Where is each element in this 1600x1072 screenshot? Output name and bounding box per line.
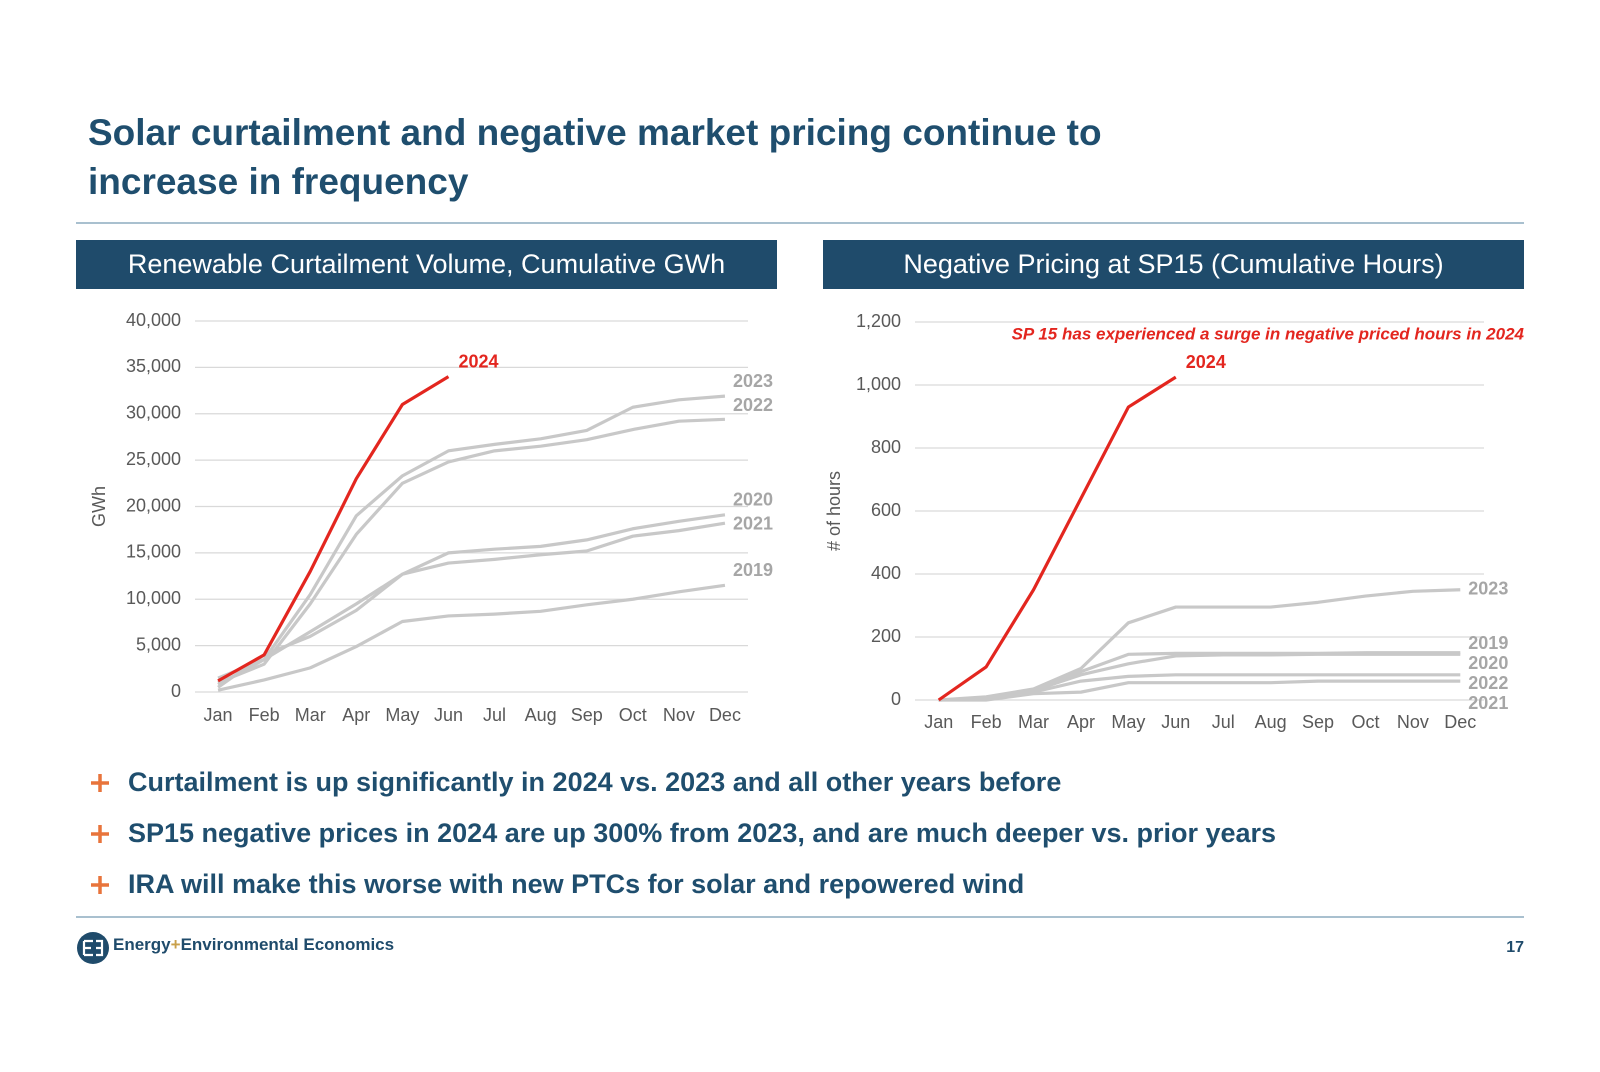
x-tick-label: Aug — [525, 705, 557, 725]
x-tick-label: Apr — [342, 705, 370, 725]
series-label: 2024 — [1186, 352, 1226, 372]
series-label: 2021 — [733, 514, 773, 534]
series-line — [217, 513, 726, 686]
series-line — [217, 583, 726, 692]
bullet-icon — [91, 825, 109, 843]
chart-title: Negative Pricing at SP15 (Cumulative Hou… — [903, 249, 1443, 279]
chart-header — [76, 240, 777, 289]
slide-title: increase in frequency — [88, 161, 469, 202]
series-label: 2024 — [458, 351, 498, 371]
bullet-icon — [91, 876, 109, 894]
x-tick-label: Jul — [1212, 712, 1235, 732]
logo-mark — [82, 939, 104, 957]
series-line — [217, 394, 726, 680]
x-tick-label: Jun — [434, 705, 463, 725]
x-tick-label: Jan — [204, 705, 233, 725]
x-tick-label: Oct — [1351, 712, 1379, 732]
chart: Negative Pricing at SP15 (Cumulative Hou… — [823, 240, 1525, 732]
x-tick-label: Jan — [924, 712, 953, 732]
y-tick-label: 400 — [871, 563, 901, 583]
y-tick-label: 600 — [871, 500, 901, 520]
series-line — [938, 588, 1461, 702]
x-tick-label: Dec — [709, 705, 741, 725]
x-tick-label: Nov — [663, 705, 695, 725]
y-tick-label: 1,000 — [856, 374, 901, 394]
y-tick-label: 20,000 — [126, 495, 181, 515]
y-tick-label: 800 — [871, 437, 901, 457]
y-tick-label: 30,000 — [126, 403, 181, 423]
bullet-text: IRA will make this worse with new PTCs f… — [128, 869, 1024, 899]
series-label: 2021 — [1468, 693, 1508, 713]
logo-word: Energy — [113, 935, 171, 954]
x-tick-label: Aug — [1255, 712, 1287, 732]
series-label: 2020 — [1468, 653, 1508, 673]
bullets: Curtailment is up significantly in 2024 … — [91, 767, 1276, 899]
logo-icon — [77, 932, 109, 964]
x-tick-label: May — [1111, 712, 1145, 732]
logo: Energy+Environmental Economics — [77, 932, 394, 964]
series-label: 2023 — [733, 371, 773, 391]
x-tick-label: Oct — [619, 705, 647, 725]
x-tick-label: Mar — [1018, 712, 1049, 732]
series-label: 2022 — [733, 395, 773, 415]
series-line — [937, 375, 1177, 702]
chart-header — [823, 240, 1524, 289]
y-tick-label: 10,000 — [126, 588, 181, 608]
y-tick-label: 15,000 — [126, 542, 181, 562]
x-tick-label: Sep — [571, 705, 603, 725]
series-line — [217, 417, 726, 685]
series-line — [217, 521, 726, 689]
x-tick-label: Jun — [1161, 712, 1190, 732]
chart-title: Renewable Curtailment Volume, Cumulative… — [128, 249, 725, 279]
bullet-text: SP15 negative prices in 2024 are up 300%… — [128, 818, 1276, 848]
logo-text: Energy+Environmental Economics — [113, 935, 394, 954]
x-tick-label: Sep — [1302, 712, 1334, 732]
y-tick-label: 40,000 — [126, 310, 181, 330]
y-tick-label: 200 — [871, 626, 901, 646]
x-tick-label: Nov — [1397, 712, 1429, 732]
x-tick-label: Mar — [295, 705, 326, 725]
chart: Renewable Curtailment Volume, Cumulative… — [76, 240, 777, 725]
y-tick-label: 0 — [171, 681, 181, 701]
series-label: 2022 — [1468, 673, 1508, 693]
y-axis-title: GWh — [89, 486, 109, 527]
y-tick-label: 5,000 — [136, 634, 181, 654]
series-label: 2023 — [1468, 579, 1508, 599]
y-tick-label: 1,200 — [856, 311, 901, 331]
series-label: 2019 — [1468, 633, 1508, 653]
logo-plus: + — [171, 935, 181, 954]
bullet-icon — [91, 774, 109, 792]
x-tick-label: Dec — [1444, 712, 1476, 732]
annotation: SP 15 has experienced a surge in negativ… — [1012, 324, 1525, 343]
x-tick-label: Feb — [249, 705, 280, 725]
x-tick-label: Feb — [971, 712, 1002, 732]
bullet-text: Curtailment is up significantly in 2024 … — [128, 767, 1061, 797]
series-line — [217, 375, 450, 683]
slide-title: Solar curtailment and negative market pr… — [88, 112, 1102, 153]
series-label: 2020 — [733, 490, 773, 510]
x-tick-label: Apr — [1067, 712, 1095, 732]
series-line — [938, 651, 1461, 702]
logo-word: Environmental Economics — [181, 935, 395, 954]
y-tick-label: 25,000 — [126, 449, 181, 469]
y-axis-title: # of hours — [824, 471, 844, 551]
page-number: 17 — [1506, 939, 1524, 956]
series-label: 2019 — [733, 560, 773, 580]
y-tick-label: 35,000 — [126, 356, 181, 376]
x-tick-label: Jul — [483, 705, 506, 725]
y-tick-label: 0 — [891, 689, 901, 709]
x-tick-label: May — [385, 705, 419, 725]
